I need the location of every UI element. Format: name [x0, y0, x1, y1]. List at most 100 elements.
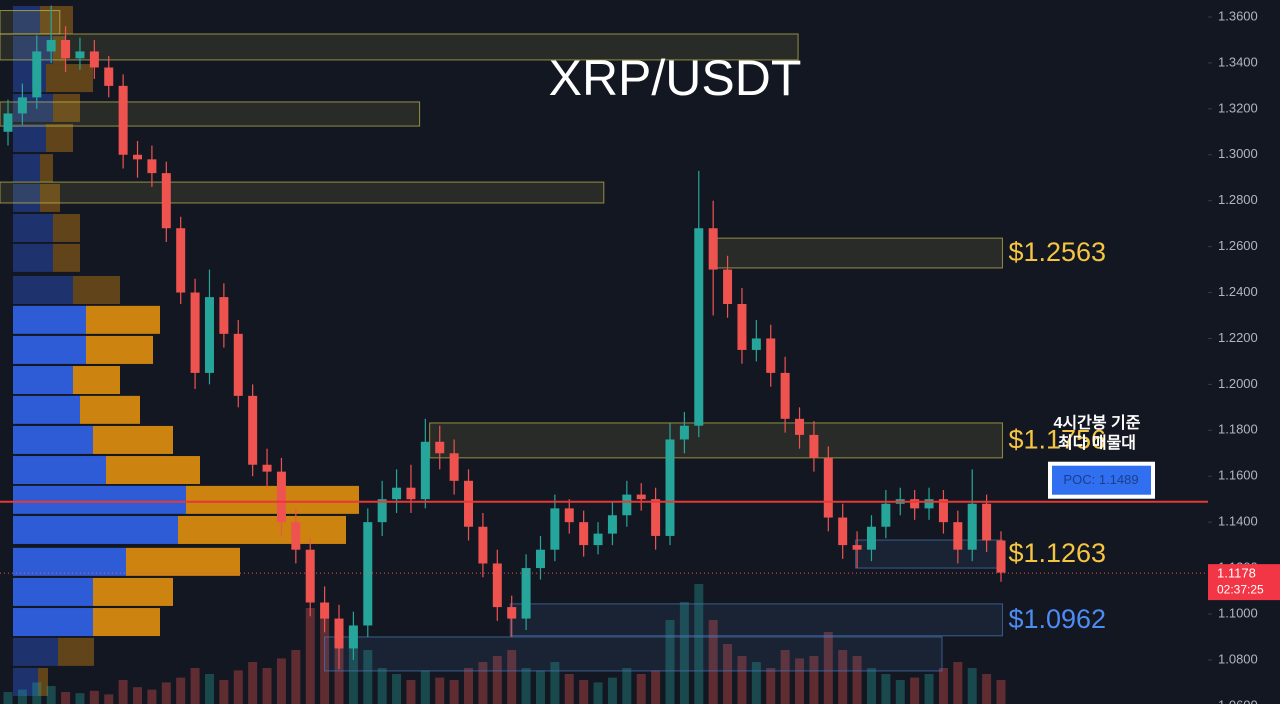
candle-body — [248, 395, 258, 465]
y-tick-label: 1.0600 — [1218, 697, 1258, 704]
countdown: 02:37:25 — [1217, 582, 1264, 596]
profile-sell — [93, 425, 173, 454]
profile-buy — [13, 547, 126, 576]
candle-body — [967, 503, 977, 550]
y-tick-label: 1.0800 — [1218, 651, 1258, 666]
candle-body — [406, 487, 416, 500]
volume-bar — [665, 620, 675, 704]
volume-bar — [3, 692, 13, 704]
candle-body — [521, 568, 531, 619]
candle-body — [924, 499, 934, 509]
volume-bar — [795, 658, 805, 704]
volume-bar — [723, 644, 733, 704]
candle-body — [823, 457, 833, 518]
profile-sell — [93, 577, 173, 606]
volume-bar — [938, 668, 948, 704]
profile-buy — [13, 637, 58, 666]
volume-bar — [363, 650, 373, 704]
candle-body — [492, 563, 502, 608]
volume-bar — [147, 689, 157, 704]
candle-body — [809, 434, 819, 458]
volume-bar — [392, 674, 402, 704]
volume-bar — [564, 674, 574, 704]
volume-bar — [881, 674, 891, 704]
volume-bar — [521, 668, 531, 704]
candle-body — [377, 499, 387, 523]
candle-body — [679, 425, 689, 440]
candle-body — [478, 526, 488, 564]
candle-body — [118, 85, 128, 155]
profile-sell — [86, 335, 153, 364]
y-tick-label: 1.3600 — [1218, 8, 1258, 23]
volume-bar — [190, 668, 200, 704]
zone — [0, 33, 799, 61]
volume-bar — [910, 677, 920, 704]
profile-buy — [13, 335, 86, 364]
profile-buy — [13, 515, 178, 544]
candle-body — [579, 522, 589, 546]
volume-bar — [622, 668, 632, 704]
candle-body — [651, 499, 661, 536]
profile-sell — [46, 64, 93, 93]
candle-body — [276, 471, 286, 523]
candle-body — [866, 526, 876, 550]
y-tick-label: 1.1600 — [1218, 468, 1258, 483]
volume-bar — [852, 656, 862, 704]
candle-body — [464, 480, 474, 527]
volume-bar — [32, 682, 42, 704]
candle-body — [607, 515, 617, 534]
volume-bar — [708, 620, 718, 704]
profile-sell — [106, 456, 200, 485]
profile-sell — [38, 667, 48, 696]
candle-body — [737, 304, 747, 350]
volume-bar — [118, 680, 128, 704]
volume-bar — [651, 670, 661, 704]
profile-sell — [53, 243, 80, 272]
poc-box — [1052, 465, 1151, 495]
volume-bar — [305, 608, 315, 704]
y-tick-label: 1.1000 — [1218, 605, 1258, 620]
chart-title: XRP/USDT — [549, 50, 802, 106]
candle-body — [622, 494, 632, 516]
candle-body — [334, 618, 344, 649]
candle-body — [320, 602, 330, 619]
volume-bar — [133, 687, 143, 704]
volume-bar — [219, 680, 229, 704]
candle-body — [751, 338, 761, 350]
profile-buy — [13, 123, 46, 152]
zone-label: $1.1263 — [1008, 538, 1106, 568]
profile-sell — [178, 515, 346, 544]
candle-body — [392, 487, 402, 500]
profile-buy — [13, 577, 93, 606]
profile-buy — [13, 243, 53, 272]
profile-sell — [80, 395, 140, 424]
y-tick-label: 1.1400 — [1218, 514, 1258, 529]
volume-bar — [694, 584, 704, 704]
volume-bar — [607, 677, 617, 704]
volume-bar — [449, 680, 459, 704]
y-tick-label: 1.2600 — [1218, 238, 1258, 253]
volume-bar — [262, 668, 272, 704]
candle-body — [838, 517, 848, 546]
profile-sell — [40, 154, 53, 183]
poc-note: 최다 매물대 — [1058, 433, 1136, 452]
volume-bar — [464, 668, 474, 704]
candle-body — [305, 549, 315, 603]
volume-bar — [176, 677, 186, 704]
candle-body — [291, 522, 301, 550]
zone — [429, 422, 1003, 459]
y-tick-label: 1.3000 — [1218, 146, 1258, 161]
y-tick-label: 1.1800 — [1218, 422, 1258, 437]
zone — [0, 181, 605, 204]
profile-buy — [13, 183, 40, 212]
volume-bar — [248, 662, 258, 704]
candle-body — [564, 508, 574, 523]
volume-bar — [348, 644, 358, 704]
candle-body — [161, 173, 171, 229]
volume-bar — [291, 650, 301, 704]
candle-body — [938, 499, 948, 523]
candle-body — [133, 154, 143, 160]
volume-bar — [751, 662, 761, 704]
profile-sell — [73, 366, 120, 395]
